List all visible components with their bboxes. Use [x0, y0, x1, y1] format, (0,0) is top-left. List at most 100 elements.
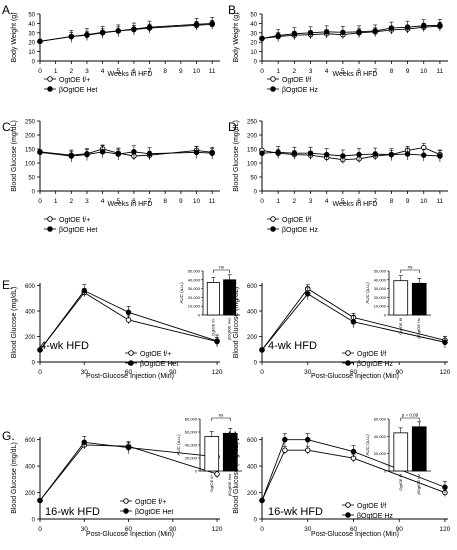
y-tick-label: 0: [32, 518, 36, 524]
y-tick-label: 50: [250, 13, 257, 19]
data-point: [340, 29, 346, 36]
chart-annotation: 4-wk HFD: [268, 340, 317, 352]
data-point: [420, 152, 427, 158]
data-point: [259, 347, 265, 353]
inset-y-tick-label: 20,000: [374, 451, 387, 456]
y-tick-label: 20: [250, 41, 257, 47]
legend-marker: [345, 512, 351, 518]
y-tick-label: 50: [250, 176, 257, 182]
chart-panel: F. 0 200 400 600 0 30 60 90 120 Post-Glucose Injec…: [228, 265, 451, 381]
x-tick-label: 120: [212, 526, 223, 533]
significance-label: ns: [219, 413, 225, 418]
inset-y-axis-label: AUC (a.u.): [365, 434, 370, 456]
legend-label: OgtOE f/f: [357, 351, 386, 358]
chart-panel: G. 0 200 400 600 0 30 60 90 120 Post-Glucose Injec…: [2, 413, 242, 538]
y-tick-label: 200: [247, 335, 258, 341]
x-tick-label: 1: [54, 198, 58, 205]
x-tick-label: 0: [260, 369, 264, 376]
legend-label: OgtOE f/f: [282, 77, 311, 84]
legend-label: βOgtOE Hz: [282, 87, 318, 94]
data-point: [404, 24, 411, 30]
x-tick-label: 11: [437, 198, 444, 205]
x-tick-label: 9: [406, 198, 410, 205]
y-tick-label: 50: [28, 13, 35, 19]
chart-panel: A. 0 10 20 30 40 50 0 1 2 3 4 5 6 7 8 9 10 11 Weeks in HFD B…: [2, 3, 220, 94]
inset-category-label: βOgtOE Hz: [416, 474, 421, 495]
data-point: [420, 23, 427, 29]
y-tick-label: 0: [254, 361, 258, 367]
x-tick-label: 2: [69, 198, 73, 205]
x-tick-label: 11: [209, 198, 216, 205]
y-tick-label: 100: [25, 162, 36, 168]
x-tick-label: 7: [373, 68, 377, 75]
data-point: [442, 339, 448, 346]
data-point: [84, 31, 90, 38]
x-tick-label: 120: [440, 369, 451, 376]
legend-label: OgtOE f/+: [140, 351, 171, 358]
significance-bracket: [211, 417, 231, 421]
x-tick-label: 2: [293, 68, 297, 75]
y-axis-label: Blood Glucose (mg/dL): [11, 287, 18, 359]
x-tick-label: 4: [325, 198, 329, 205]
data-point: [37, 497, 43, 504]
data-point: [259, 35, 265, 42]
legend-marker: [123, 508, 129, 514]
data-point: [372, 28, 378, 34]
x-tick-label: 0: [260, 198, 264, 205]
x-tick-label: 7: [148, 198, 152, 205]
x-tick-label: 10: [420, 68, 428, 75]
data-point: [209, 20, 215, 27]
legend-marker: [47, 86, 53, 92]
x-tick-label: 3: [85, 198, 89, 205]
x-tick-label: 3: [309, 198, 313, 205]
legend-marker: [345, 360, 351, 366]
inset-bar-chart: 0 10,000 20,000 30,000 40,000 50,000 AUC (a.u.…: [365, 265, 431, 339]
y-tick-label: 0: [254, 518, 258, 524]
chart-panel: H. 0 200 400 600 0 30 60 90 120 Post-Glucose Injec…: [228, 413, 451, 539]
y-tick-label: 400: [247, 310, 258, 316]
data-point: [68, 153, 75, 159]
y-axis-label: Blood Glucose (mg/dL): [11, 442, 18, 514]
legend-marker: [47, 226, 53, 232]
x-tick-label: 8: [163, 198, 167, 205]
data-point: [388, 151, 395, 158]
panel-label: G.: [2, 429, 15, 443]
data-point: [99, 29, 106, 36]
y-axis-label: Blood Glucose (mg/dL): [11, 120, 18, 192]
x-axis-label: Weeks in HFD: [108, 201, 153, 208]
legend-marker: [270, 216, 276, 222]
y-tick-label: 40: [28, 22, 35, 28]
inset-y-tick-label: 50,000: [188, 269, 201, 274]
data-point: [304, 447, 311, 453]
x-tick-label: 90: [169, 369, 177, 376]
x-axis-label: Weeks in HFD: [108, 71, 153, 78]
x-tick-label: 120: [440, 526, 451, 533]
x-tick-label: 5: [116, 198, 120, 205]
inset-category-label: βOgtOE Het: [227, 317, 232, 340]
x-tick-label: 60: [350, 526, 358, 533]
inset-y-tick-label: 50,000: [374, 269, 387, 274]
y-tick-label: 600: [25, 284, 36, 290]
legend-label: βOgtOE Het: [59, 227, 97, 234]
significance-label: ns: [219, 265, 225, 270]
data-point: [350, 448, 357, 455]
y-axis-label: Body Weight (g): [11, 12, 18, 62]
legend-label: βOgtOE Het: [59, 87, 97, 94]
data-point: [323, 151, 330, 158]
x-tick-label: 5: [116, 68, 120, 75]
legend-marker: [345, 350, 351, 356]
x-tick-label: 3: [85, 68, 89, 75]
legend-label: OgtOE f/+: [59, 77, 90, 84]
series-line: [39, 151, 213, 157]
y-tick-label: 150: [247, 148, 258, 154]
inset-y-tick-label: 0: [198, 313, 201, 318]
x-tick-label: 0: [38, 526, 42, 533]
data-point: [37, 38, 43, 45]
data-point: [259, 150, 265, 156]
legend-marker: [47, 76, 53, 82]
data-point: [125, 444, 132, 451]
x-tick-label: 6: [357, 68, 361, 75]
legend-marker: [47, 216, 53, 222]
inset-y-tick-label: 20,000: [374, 295, 387, 300]
